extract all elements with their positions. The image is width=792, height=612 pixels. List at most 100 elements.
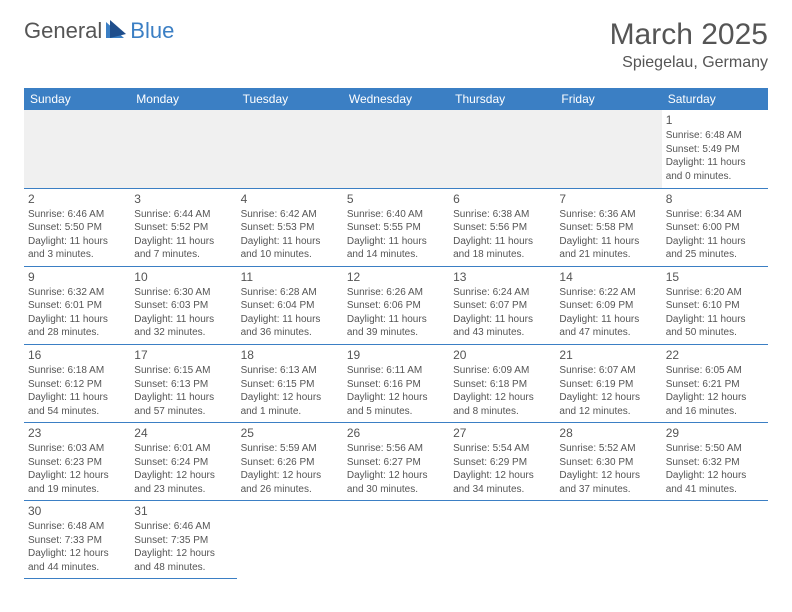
calendar-week-row: 16Sunrise: 6:18 AMSunset: 6:12 PMDayligh… <box>24 344 768 422</box>
day-detail-line: Daylight: 11 hours <box>666 313 764 327</box>
day-number: 22 <box>666 347 764 363</box>
day-detail-line: Sunset: 6:26 PM <box>241 456 339 470</box>
day-detail-line: Sunset: 6:03 PM <box>134 299 232 313</box>
day-detail-line: and 54 minutes. <box>28 405 126 419</box>
calendar-day-cell: 6Sunrise: 6:38 AMSunset: 5:56 PMDaylight… <box>449 188 555 266</box>
day-detail-line: Sunrise: 6:32 AM <box>28 286 126 300</box>
day-detail-line: Sunset: 6:01 PM <box>28 299 126 313</box>
day-detail-line: Sunrise: 5:59 AM <box>241 442 339 456</box>
day-detail-line: Daylight: 11 hours <box>559 235 657 249</box>
day-detail-line: and 1 minute. <box>241 405 339 419</box>
day-detail-line: Sunrise: 6:40 AM <box>347 208 445 222</box>
day-number: 24 <box>134 425 232 441</box>
page-subtitle: Spiegelau, Germany <box>610 54 768 72</box>
empty-cell <box>237 110 343 188</box>
calendar-day-cell: 17Sunrise: 6:15 AMSunset: 6:13 PMDayligh… <box>130 344 236 422</box>
day-detail-line: Daylight: 12 hours <box>241 391 339 405</box>
day-number: 11 <box>241 269 339 285</box>
day-detail-line: Sunset: 6:29 PM <box>453 456 551 470</box>
day-detail-line: Daylight: 12 hours <box>559 469 657 483</box>
day-detail-line: and 12 minutes. <box>559 405 657 419</box>
day-detail-line: Sunrise: 5:54 AM <box>453 442 551 456</box>
day-detail-line: Sunrise: 6:30 AM <box>134 286 232 300</box>
calendar-day-cell: 15Sunrise: 6:20 AMSunset: 6:10 PMDayligh… <box>662 266 768 344</box>
day-number: 1 <box>666 112 764 128</box>
calendar-table: Sunday Monday Tuesday Wednesday Thursday… <box>24 88 768 579</box>
calendar-day-cell <box>343 501 449 579</box>
day-detail-line: Sunset: 6:04 PM <box>241 299 339 313</box>
day-detail-line: Daylight: 12 hours <box>28 547 126 561</box>
empty-cell: 1Sunrise: 6:48 AMSunset: 5:49 PMDaylight… <box>662 110 768 188</box>
header: General Blue March 2025 Spiegelau, Germa… <box>0 0 792 80</box>
day-detail-line: and 26 minutes. <box>241 483 339 497</box>
day-detail-line: Sunset: 6:27 PM <box>347 456 445 470</box>
calendar-day-cell: 27Sunrise: 5:54 AMSunset: 6:29 PMDayligh… <box>449 423 555 501</box>
day-detail-line: Sunrise: 6:42 AM <box>241 208 339 222</box>
day-number: 18 <box>241 347 339 363</box>
page-title: March 2025 <box>610 18 768 52</box>
dow-saturday: Saturday <box>662 88 768 110</box>
day-detail-line: and 50 minutes. <box>666 326 764 340</box>
calendar-week-row: 30Sunrise: 6:48 AMSunset: 7:33 PMDayligh… <box>24 501 768 579</box>
day-detail-line: Daylight: 11 hours <box>666 235 764 249</box>
calendar-week-row: 23Sunrise: 6:03 AMSunset: 6:23 PMDayligh… <box>24 423 768 501</box>
day-detail-line: and 39 minutes. <box>347 326 445 340</box>
day-number: 28 <box>559 425 657 441</box>
day-number: 30 <box>28 503 126 519</box>
day-detail-line: and 47 minutes. <box>559 326 657 340</box>
calendar-day-cell: 29Sunrise: 5:50 AMSunset: 6:32 PMDayligh… <box>662 423 768 501</box>
day-number: 29 <box>666 425 764 441</box>
day-detail-line: Sunset: 5:58 PM <box>559 221 657 235</box>
day-detail-line: Sunrise: 6:28 AM <box>241 286 339 300</box>
empty-cell <box>130 110 236 188</box>
day-detail-line: and 7 minutes. <box>134 248 232 262</box>
calendar-day-cell: 20Sunrise: 6:09 AMSunset: 6:18 PMDayligh… <box>449 344 555 422</box>
day-number: 27 <box>453 425 551 441</box>
day-detail-line: Sunset: 5:53 PM <box>241 221 339 235</box>
day-detail-line: Sunrise: 6:09 AM <box>453 364 551 378</box>
empty-cell <box>555 110 661 188</box>
day-detail-line: Daylight: 11 hours <box>453 313 551 327</box>
day-detail-line: Daylight: 11 hours <box>241 235 339 249</box>
day-detail-line: and 8 minutes. <box>453 405 551 419</box>
calendar-week-row: 2Sunrise: 6:46 AMSunset: 5:50 PMDaylight… <box>24 188 768 266</box>
calendar-day-cell: 3Sunrise: 6:44 AMSunset: 5:52 PMDaylight… <box>130 188 236 266</box>
calendar-day-cell: 24Sunrise: 6:01 AMSunset: 6:24 PMDayligh… <box>130 423 236 501</box>
day-detail-line: and 44 minutes. <box>28 561 126 575</box>
day-detail-line: Daylight: 12 hours <box>134 547 232 561</box>
day-detail-line: Sunset: 6:10 PM <box>666 299 764 313</box>
day-number: 17 <box>134 347 232 363</box>
day-detail-line: and 48 minutes. <box>134 561 232 575</box>
day-number: 12 <box>347 269 445 285</box>
day-number: 31 <box>134 503 232 519</box>
dow-friday: Friday <box>555 88 661 110</box>
day-detail-line: Daylight: 11 hours <box>559 313 657 327</box>
day-detail-line: Sunrise: 6:46 AM <box>28 208 126 222</box>
day-detail-line: and 14 minutes. <box>347 248 445 262</box>
day-number: 16 <box>28 347 126 363</box>
day-number: 8 <box>666 191 764 207</box>
day-detail-line: and 16 minutes. <box>666 405 764 419</box>
day-detail-line: and 0 minutes. <box>666 170 764 184</box>
day-detail-line: and 37 minutes. <box>559 483 657 497</box>
title-block: March 2025 Spiegelau, Germany <box>610 18 768 72</box>
day-detail-line: Sunrise: 5:52 AM <box>559 442 657 456</box>
day-number: 9 <box>28 269 126 285</box>
day-detail-line: Sunrise: 5:56 AM <box>347 442 445 456</box>
day-number: 13 <box>453 269 551 285</box>
day-detail-line: and 23 minutes. <box>134 483 232 497</box>
day-detail-line: Sunset: 6:12 PM <box>28 378 126 392</box>
day-detail-line: Sunrise: 6:36 AM <box>559 208 657 222</box>
calendar-day-cell: 16Sunrise: 6:18 AMSunset: 6:12 PMDayligh… <box>24 344 130 422</box>
day-number: 19 <box>347 347 445 363</box>
calendar-day-cell <box>662 501 768 579</box>
calendar-day-cell: 22Sunrise: 6:05 AMSunset: 6:21 PMDayligh… <box>662 344 768 422</box>
calendar-day-cell: 10Sunrise: 6:30 AMSunset: 6:03 PMDayligh… <box>130 266 236 344</box>
day-detail-line: Sunset: 6:21 PM <box>666 378 764 392</box>
day-detail-line: Daylight: 12 hours <box>241 469 339 483</box>
day-detail-line: Sunset: 7:33 PM <box>28 534 126 548</box>
day-detail-line: Sunrise: 6:22 AM <box>559 286 657 300</box>
day-detail-line: and 25 minutes. <box>666 248 764 262</box>
day-detail-line: Sunset: 6:23 PM <box>28 456 126 470</box>
day-detail-line: Sunrise: 6:34 AM <box>666 208 764 222</box>
